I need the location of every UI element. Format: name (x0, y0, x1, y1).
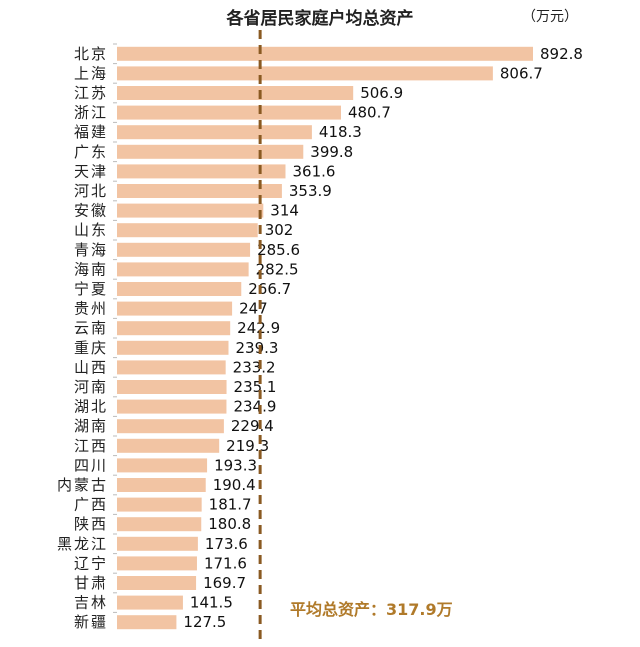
category-label: 四川 (74, 456, 108, 474)
value-label: 282.5 (256, 260, 299, 278)
bar (117, 105, 341, 120)
value-label: 233.2 (233, 358, 276, 376)
bar (117, 399, 227, 414)
value-label: 892.8 (540, 45, 583, 63)
category-label: 湖南 (74, 417, 108, 435)
value-label: 247 (239, 300, 268, 318)
value-label: 180.8 (208, 515, 251, 533)
category-label: 广东 (74, 143, 108, 161)
bar (117, 536, 198, 551)
value-label: 193.3 (214, 456, 257, 474)
unit-label: （万元） (522, 9, 578, 25)
category-label: 江苏 (74, 84, 108, 102)
bar (117, 164, 286, 179)
category-label: 内蒙古 (57, 476, 108, 494)
average-value: 317.9万 (386, 600, 453, 619)
category-label: 贵州 (74, 300, 108, 318)
average-label: 平均总资产： (290, 600, 387, 619)
category-label: 天津 (74, 162, 108, 180)
category-label: 广西 (74, 496, 108, 514)
category-label: 云南 (74, 319, 108, 337)
bar (117, 223, 258, 238)
bar (117, 497, 202, 512)
value-label: 169.7 (203, 574, 246, 592)
value-label: 229.4 (231, 417, 274, 435)
value-label: 171.6 (204, 554, 247, 572)
bar (117, 144, 304, 159)
bar (117, 262, 249, 277)
bar (117, 66, 493, 81)
average-annotation: 平均总资产：317.9万 (290, 596, 453, 620)
bar (117, 282, 242, 296)
value-label: 480.7 (348, 104, 391, 122)
value-label: 806.7 (500, 64, 543, 82)
value-label: 181.7 (209, 496, 252, 514)
category-label: 青海 (74, 241, 108, 259)
category-label: 海南 (74, 260, 108, 278)
category-label: 山西 (74, 358, 108, 376)
category-label: 河南 (74, 378, 108, 396)
bar (117, 360, 226, 375)
value-label: 190.4 (213, 476, 256, 494)
chart-title: 各省居民家庭户均总资产 (226, 9, 414, 29)
bar (117, 46, 533, 61)
bars-group: 北京 892.8 上海 806.7 江苏 506.9 浙江 480.7 福建 418.3 广东 399… (57, 43, 583, 631)
category-label: 吉林 (74, 594, 108, 612)
category-label: 湖北 (74, 398, 108, 416)
category-label: 江西 (74, 437, 108, 455)
value-label: 418.3 (319, 123, 362, 141)
bar (117, 517, 202, 532)
category-label: 新疆 (74, 613, 108, 631)
bar (117, 595, 183, 610)
category-label: 河北 (74, 182, 108, 200)
value-label: 361.6 (292, 162, 335, 180)
value-label: 399.8 (310, 143, 353, 161)
value-label: 285.6 (257, 241, 300, 259)
bar (117, 125, 312, 140)
value-label: 353.9 (289, 182, 332, 200)
category-label: 宁夏 (74, 280, 108, 298)
bar (117, 321, 231, 336)
category-label: 陕西 (74, 515, 108, 533)
bar (117, 556, 197, 571)
category-label: 辽宁 (74, 554, 108, 572)
bar (117, 184, 282, 198)
bar (117, 301, 233, 316)
category-label: 北京 (74, 45, 108, 63)
value-label: 314 (270, 202, 299, 220)
bar (117, 478, 206, 492)
value-label: 127.5 (183, 613, 226, 631)
value-label: 266.7 (248, 280, 291, 298)
category-label: 甘肃 (74, 574, 108, 592)
value-label: 239.3 (236, 339, 279, 357)
bar (117, 380, 227, 394)
value-label: 141.5 (190, 594, 233, 612)
category-label: 浙江 (74, 104, 108, 122)
bar (117, 242, 251, 257)
bar (117, 438, 220, 453)
bar (117, 86, 354, 100)
bar (117, 419, 224, 434)
value-label: 234.9 (233, 398, 276, 416)
category-label: 上海 (74, 64, 108, 82)
category-label: 黑龙江 (57, 535, 108, 553)
bar (117, 458, 208, 473)
bar (117, 615, 177, 630)
value-label: 235.1 (234, 378, 277, 396)
value-label: 506.9 (360, 84, 403, 102)
category-label: 山东 (74, 221, 108, 239)
value-label: 302 (265, 221, 294, 239)
value-label: 242.9 (237, 319, 280, 337)
value-label: 219.3 (226, 437, 269, 455)
category-label: 重庆 (74, 339, 108, 357)
bar (117, 340, 229, 355)
bar (117, 576, 197, 590)
category-label: 福建 (74, 123, 108, 141)
category-label: 安徽 (74, 202, 108, 220)
value-label: 173.6 (205, 535, 248, 553)
bar (117, 203, 264, 218)
